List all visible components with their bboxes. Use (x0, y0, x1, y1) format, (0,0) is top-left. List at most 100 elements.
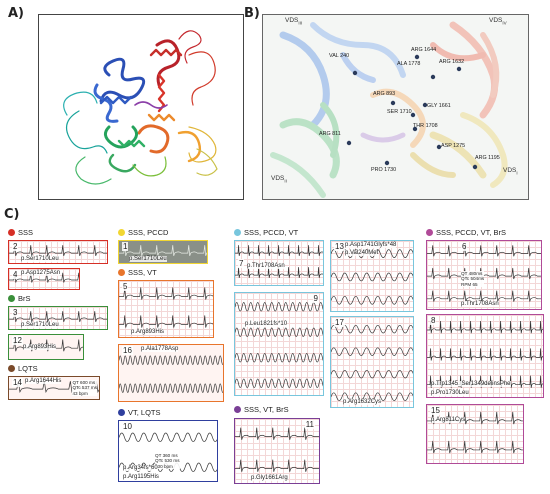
mutation-label: p.Val240Met (345, 250, 379, 256)
group-dot (118, 229, 125, 236)
residue-label: SER 1710 (387, 109, 412, 115)
ecg-lead-trace (427, 290, 541, 302)
group-header-sss-vt-brs: SSS, VT, BrS (234, 405, 289, 414)
ecg-lead-trace (119, 287, 213, 300)
ecg-lead-trace (331, 369, 413, 379)
ecg-card: 4 p.Asp1275Asn (8, 268, 80, 290)
group-header-sss-vt: SSS, VT (118, 268, 157, 277)
ecg-card: 10 QT 360 ms QTc 530 ms 130 bpm p.Arg34f… (118, 420, 218, 482)
domain-label-iv: VDSIV (489, 17, 507, 26)
ecg-card: 15 p.Arg811Cys (426, 404, 524, 464)
ecg-trace (9, 245, 107, 256)
protein-ribbon-image (63, 30, 218, 185)
ecg-trace (119, 287, 213, 328)
mutation-label: p.Thr1708Asn (461, 301, 499, 307)
mutation-label: p.Arg34fs*60 (123, 465, 158, 471)
ecg-card: 12 p.Arg893His (8, 334, 84, 360)
ecg-trace (427, 245, 541, 302)
mutation-label: p.Arg1195His (123, 474, 159, 480)
ecg-trace (235, 427, 319, 472)
ecg-lead-trace (427, 267, 541, 280)
ecg-lead-trace (9, 272, 79, 283)
ecg-trace (235, 245, 323, 278)
residue-label: GLY 1661 (427, 103, 451, 109)
ecg-trace (119, 245, 207, 256)
group-header-brs: BrS (8, 294, 31, 303)
panel-label-b: B) (244, 6, 260, 21)
ecg-lead-trace (331, 295, 413, 305)
ecg-lead-trace (331, 392, 413, 401)
ecg-trace (119, 355, 223, 393)
residue-label: PRO 1730 (371, 167, 397, 173)
mutation-label: p.Asp1275Asn (21, 270, 61, 276)
group-header-lqts: LQTS (8, 364, 38, 373)
ecg-trace (427, 411, 523, 454)
ecg-card: 2 p.Ser1710Leu (8, 240, 108, 264)
ecg-lead-trace (235, 427, 319, 440)
ecg-card: 11 p.Gly1661Arg (234, 418, 320, 484)
residue-structure-panel: VDSIII VDSIV VDSII VDSI VAL 240 ALA 1778… (262, 14, 529, 200)
mutation-label: p.Arg1644His (25, 378, 62, 384)
mutation-label: p.Thr1708Asn (247, 263, 285, 269)
ecg-card: 16 p.Ala1778Asp (118, 344, 224, 402)
ecg-card: 13 p.Asp1741Glyfs*48 p.Val240Met (330, 240, 414, 312)
ecg-card: 1 p.Ser1710Leu (118, 240, 208, 264)
mutation-label: p.Arg1632Cys (343, 399, 382, 405)
ecg-trace (9, 381, 99, 393)
ecg-lead-trace (235, 459, 319, 472)
ecg-lead-trace (235, 302, 323, 312)
mutation-label: p.Ser1710Leu (129, 256, 167, 262)
group-header-vt-lqts: VT, LQTS (118, 408, 161, 417)
mutation-label: p.Arg893His (131, 329, 165, 335)
case-number: 2 (12, 242, 19, 251)
case-number: 11 (304, 420, 315, 429)
ecg-trace (235, 302, 323, 388)
ecg-lead-trace (235, 327, 323, 337)
ecg-lead-trace (119, 315, 213, 328)
group-dot (426, 229, 433, 236)
residue-label: ALA 1778 (397, 61, 421, 67)
ecg-lead-trace (427, 245, 541, 257)
ecg-lead-trace (235, 378, 323, 388)
ecg-lead-trace (119, 432, 217, 442)
case-number: 1 (122, 242, 129, 251)
group-dot (118, 269, 125, 276)
ecg-lead-trace (9, 311, 107, 322)
group-dot (8, 229, 15, 236)
ecg-card: 7 p.Thr1708Asn (234, 240, 324, 286)
ecg-trace (9, 311, 107, 322)
structure-background-image (270, 21, 508, 198)
qt-note: QT 600 ms QTc 537 ms 43 bpm (72, 380, 97, 397)
ecg-card: 14 p.Arg1644His QT 600 ms QTc 537 ms 43 … (8, 376, 100, 400)
ecg-card: 9 p.Leu1821fs*10 (234, 292, 324, 396)
ecg-lead-trace (331, 324, 413, 334)
mutation-label: p.Pro1730Leu (431, 390, 469, 396)
group-header-sss-pccd-vt: SSS, PCCD, VT (234, 228, 298, 237)
mutation-label: p.Arg811Cys (431, 417, 466, 423)
residue-label: ARG 811 (319, 131, 341, 137)
ecg-lead-trace (235, 245, 323, 256)
case-number: 13 (334, 242, 345, 251)
group-dot (8, 365, 15, 372)
residue-label: ARG 1644 (411, 47, 437, 53)
ecg-lead-trace (427, 348, 543, 361)
mutation-label: p.Trp1345_Ser1349delinsPhe (431, 381, 511, 387)
ecg-lead-trace (235, 267, 323, 278)
mutation-label: p.Ala1778Asp (141, 346, 179, 352)
ecg-lead-trace (427, 440, 523, 454)
ecg-card: 17 p.Arg1632Cys (330, 316, 414, 408)
case-number: 4 (12, 270, 19, 279)
case-number: 8 (430, 316, 437, 325)
residue-label: ARG 893 (373, 91, 396, 97)
ecg-card: 3 p.Ser1710Leu (8, 306, 108, 330)
domain-label-iii: VDSIII (285, 17, 303, 26)
mutation-label: p.Gly1661Arg (251, 475, 288, 481)
case-number: 9 (312, 294, 319, 303)
ecg-trace (331, 324, 413, 401)
ecg-lead-trace (331, 272, 413, 282)
mutation-label: p.Ser1710Leu (21, 322, 59, 328)
mutation-label: p.Asp1741Glyfs*48 (345, 242, 397, 248)
residue-label: VAL 240 (329, 53, 350, 59)
case-number: 10 (122, 422, 133, 431)
residue-label: ASP 1275 (441, 143, 466, 149)
